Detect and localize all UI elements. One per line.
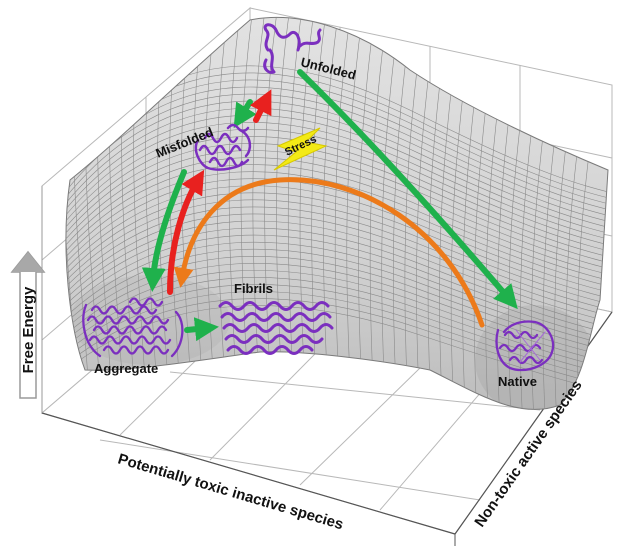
free-energy-label: Free Energy [20, 286, 37, 373]
free-energy-axis: Free Energy [12, 252, 44, 398]
aggregate-to-fibrils-arrow [187, 328, 207, 330]
native-label: Native [498, 374, 537, 389]
aggregate-label: Aggregate [94, 361, 158, 376]
arrow-head-fill [12, 252, 44, 272]
fibrils-label: Fibrils [234, 281, 273, 296]
